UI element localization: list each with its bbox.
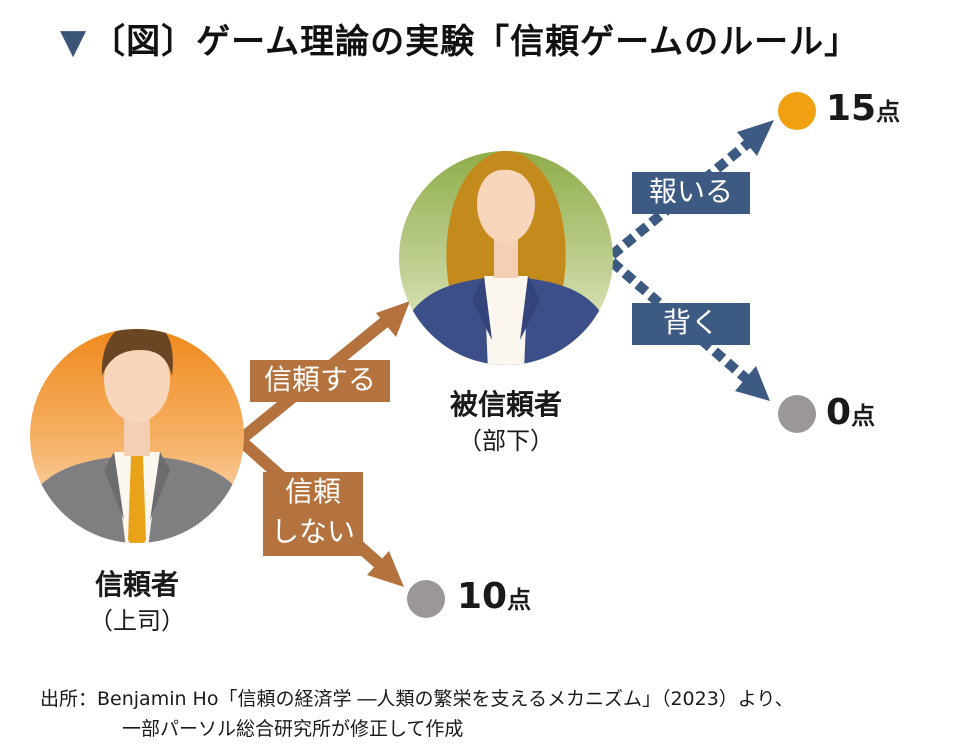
betray-score: 0点 xyxy=(826,392,875,433)
trustee-role: 被信頼者 xyxy=(449,388,562,421)
trustee-sub: （部下） xyxy=(458,427,554,455)
source-line-2: 一部パーソル総合研究所が修正して作成 xyxy=(122,718,464,740)
truster-role: 信頼者 xyxy=(94,568,179,601)
not-trust-outcome-dot xyxy=(407,580,445,618)
truster-avatar xyxy=(30,329,244,543)
betray-outcome-dot xyxy=(778,395,816,433)
betray-score-value: 0 xyxy=(826,392,852,433)
source-line-1: 出所：Benjamin Ho「信頼の経済学 ―人類の繁栄を支えるメカニズム」（2… xyxy=(40,688,794,710)
repay-label: 報いる xyxy=(632,172,750,214)
repay-score-value: 15 xyxy=(826,88,877,129)
figure-title: ▼ 〔図〕ゲーム理論の実験「信頼ゲームのルール」 xyxy=(60,14,859,63)
triangle-marker-icon: ▼ xyxy=(60,22,88,62)
title-text: 〔図〕ゲーム理論の実験「信頼ゲームのルール」 xyxy=(91,22,860,62)
not-trust-label-line2: しない xyxy=(270,515,355,548)
betray-label: 背く xyxy=(632,303,750,345)
not-trust-label-line1: 信頼 xyxy=(284,475,341,508)
repay-score: 15点 xyxy=(826,88,900,129)
not-trust-score: 10点 xyxy=(457,576,531,617)
betray-score-unit: 点 xyxy=(851,402,876,430)
repay-score-unit: 点 xyxy=(876,98,901,126)
trustee-avatar xyxy=(399,151,613,365)
source-note: 出所：Benjamin Ho「信頼の経済学 ―人類の繁栄を支えるメカニズム」（2… xyxy=(40,684,794,744)
not-trust-score-unit: 点 xyxy=(507,586,532,614)
not-trust-score-value: 10 xyxy=(457,576,508,617)
repay-outcome-dot xyxy=(778,92,816,130)
trust-label: 信頼する xyxy=(250,360,390,402)
not-trust-label: 信頼 しない xyxy=(263,472,363,556)
truster-sub: （上司） xyxy=(89,607,185,635)
